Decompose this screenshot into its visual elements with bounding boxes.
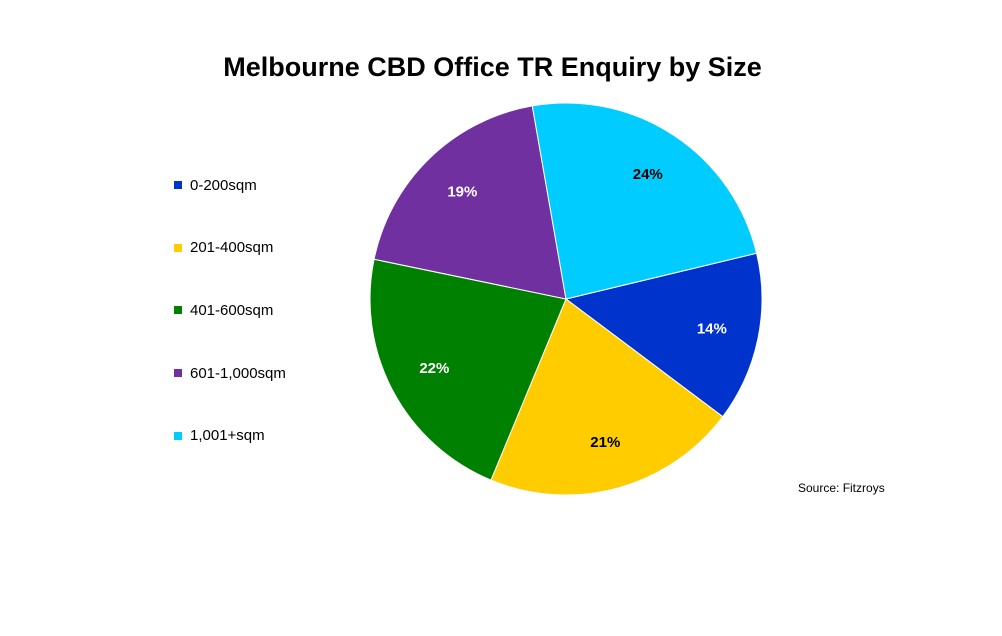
slice-label: 21%	[590, 434, 620, 451]
legend-item: 1,001+sqm	[174, 426, 265, 446]
slice-label: 14%	[697, 321, 727, 338]
legend-item: 201-400sqm	[174, 238, 273, 258]
legend-label: 601-1,000sqm	[190, 364, 286, 382]
slice-label: 22%	[419, 360, 449, 377]
pie-slice	[564, 252, 763, 418]
slice-label: 19%	[447, 184, 477, 201]
legend-swatch	[174, 181, 182, 189]
pie-slice	[373, 105, 567, 300]
legend-swatch	[174, 369, 182, 378]
legend-swatch	[174, 431, 182, 440]
legend-label: 201-400sqm	[190, 239, 274, 257]
chart-title: Melbourne CBD Office TR Enquiry by Size	[223, 52, 762, 82]
legend-item: 601-1,000sqm	[174, 363, 286, 383]
source-note: Source: Fitzroys	[798, 481, 885, 495]
legend-swatch	[174, 243, 182, 252]
legend-label: 401-600sqm	[190, 301, 274, 319]
legend-item: 0-200sqm	[174, 175, 257, 195]
pie-slice	[369, 258, 567, 481]
legend-label: 1,001+sqm	[190, 427, 265, 445]
legend-label: 0-200sqm	[190, 176, 257, 194]
legend-item: 401-600sqm	[174, 300, 273, 320]
pie-slice	[490, 298, 724, 496]
slice-label: 24%	[633, 166, 663, 183]
legend-swatch	[174, 306, 182, 315]
pie-slice	[531, 102, 758, 300]
